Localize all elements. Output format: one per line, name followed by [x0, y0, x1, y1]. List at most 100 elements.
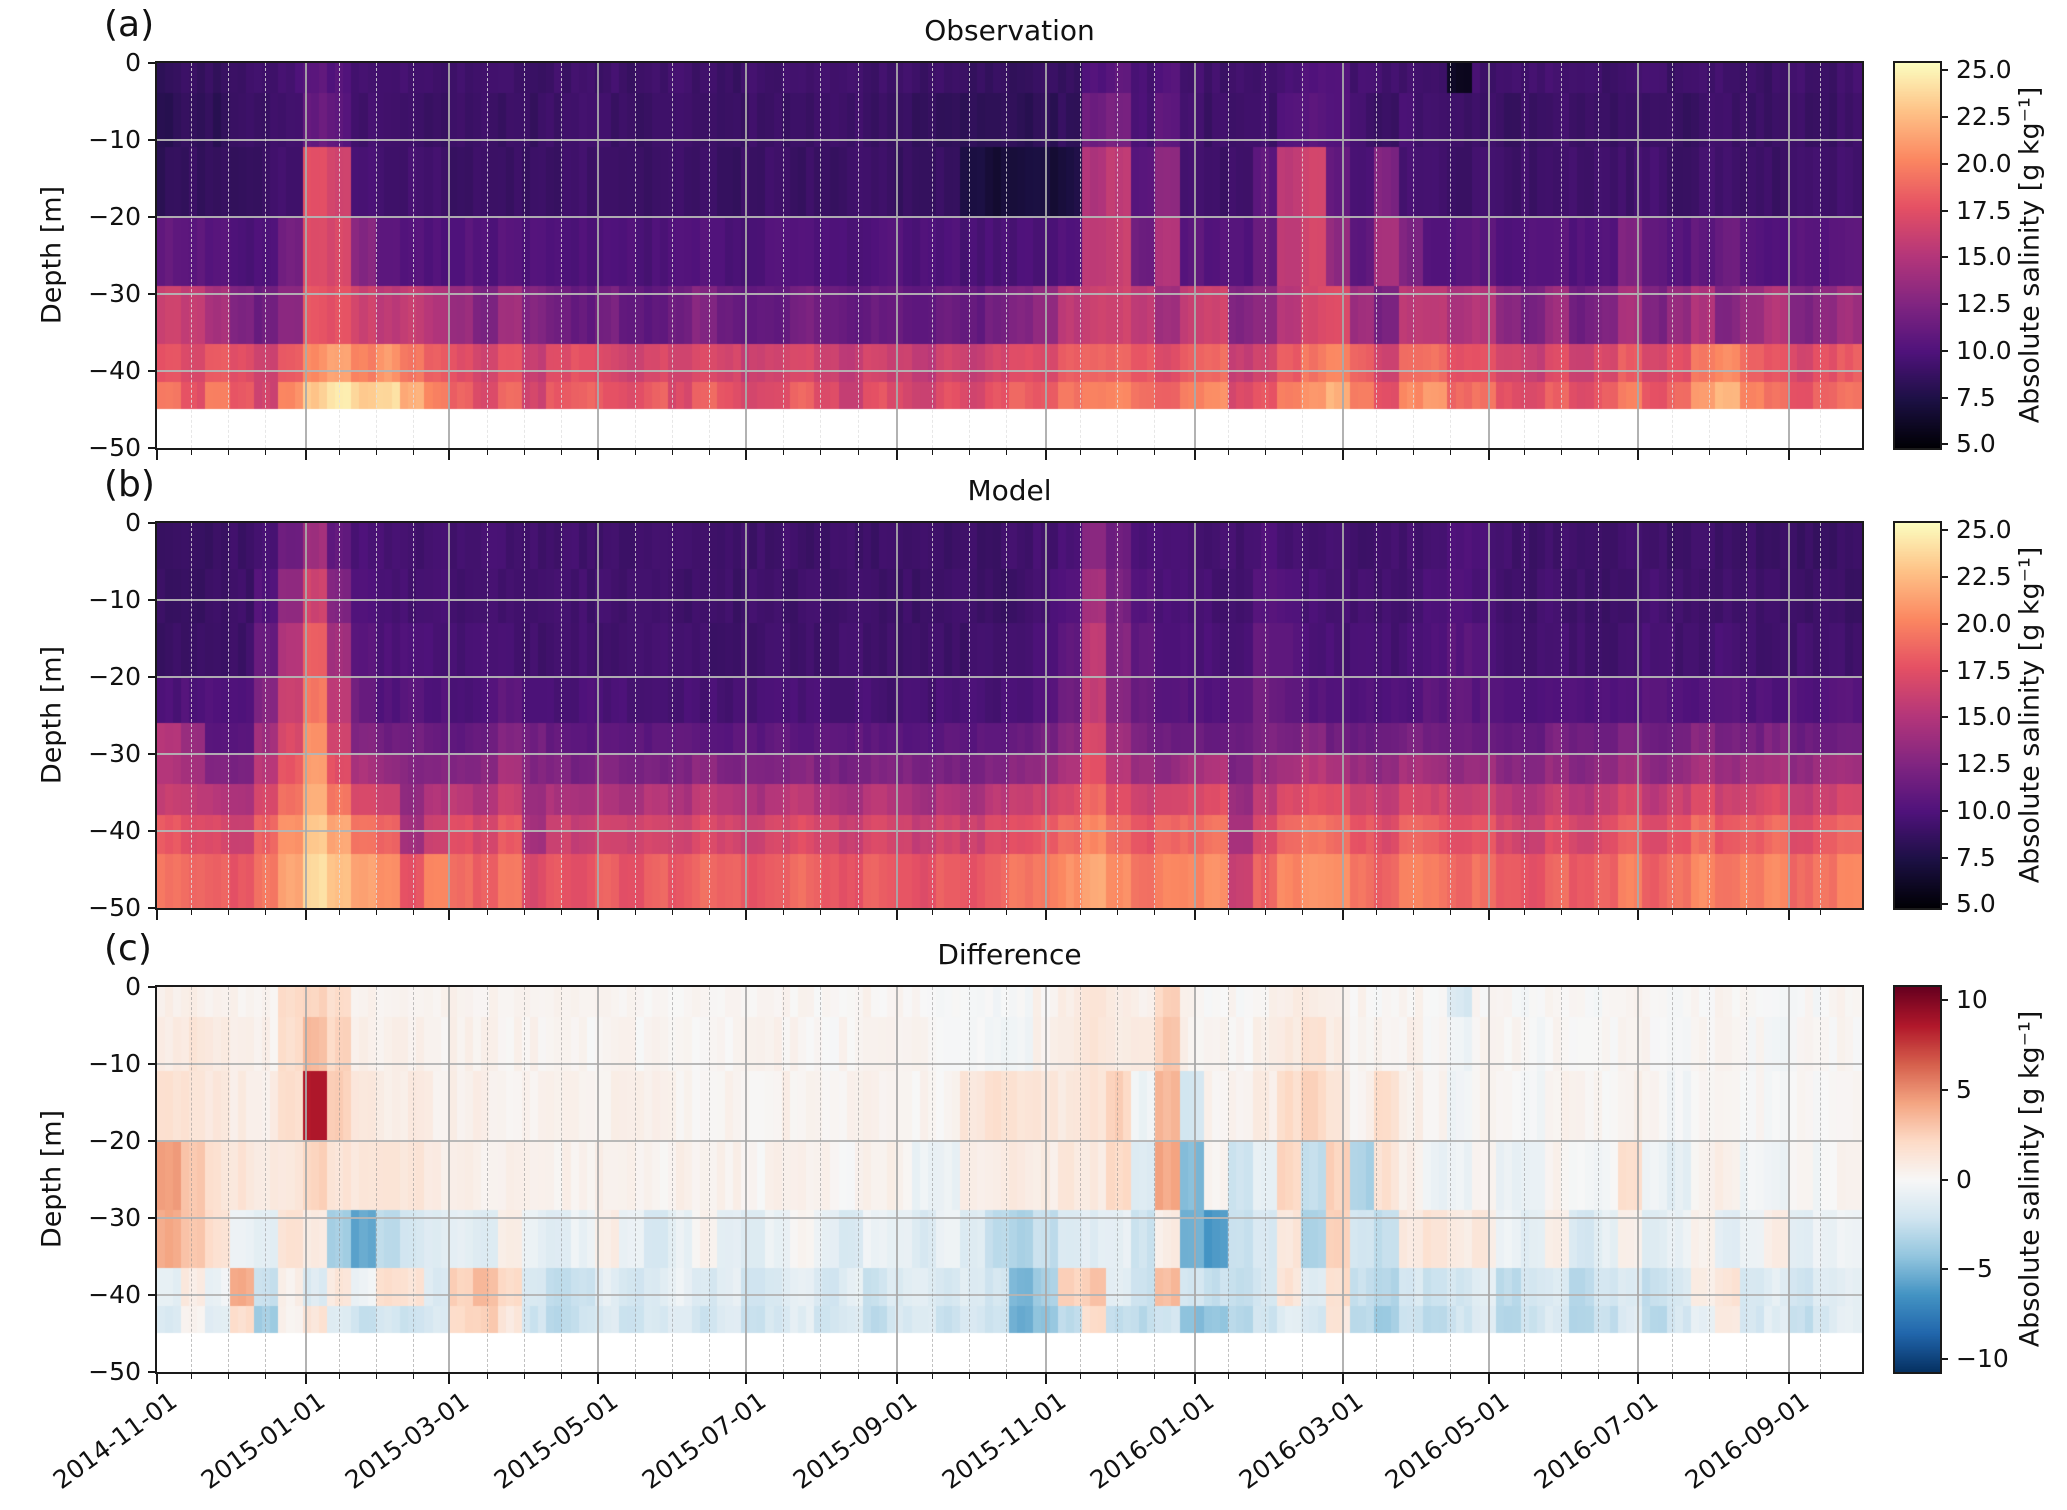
y-axis-tick-label: −30: [88, 1203, 141, 1232]
colorbar-tick-label: 12.5: [1956, 749, 2012, 779]
x-axis-tick: [448, 450, 451, 460]
gridline-vertical-minor: [635, 63, 637, 448]
gridline-vertical-minor: [1264, 987, 1266, 1372]
gridline-vertical-major: [1342, 63, 1345, 448]
gridline-vertical-minor: [561, 523, 563, 908]
x-axis-minor-tick: [1005, 1374, 1007, 1379]
gridline-vertical-minor: [1820, 63, 1822, 448]
colorbar-tick: [1940, 1268, 1948, 1271]
x-axis-tick: [596, 450, 599, 460]
x-axis-minor-tick: [413, 450, 415, 455]
gridline-vertical-major: [1488, 987, 1491, 1372]
colorbar-tick-label: 22.5: [1956, 102, 2012, 132]
x-axis-minor-tick: [265, 1374, 267, 1379]
gridline-vertical-major: [1045, 63, 1048, 448]
x-axis-minor-tick: [1449, 910, 1451, 915]
y-axis-tick: [148, 986, 157, 988]
x-axis-minor-tick: [265, 450, 267, 455]
x-axis-tick: [1342, 1374, 1345, 1384]
x-axis-minor-tick: [857, 1374, 859, 1379]
gridline-vertical-minor: [1412, 63, 1414, 448]
x-axis-tick: [448, 910, 451, 920]
panel-b-title: Model: [967, 474, 1052, 507]
gridline-vertical-minor: [1227, 63, 1229, 448]
panel-c-letter: (c): [104, 928, 152, 969]
x-axis-tick-label: 2016-05-01: [1379, 1386, 1515, 1495]
x-axis-minor-tick: [783, 910, 785, 915]
colorbar-tick-label: 15.0: [1956, 702, 2012, 732]
gridline-vertical-minor: [413, 987, 415, 1372]
gridline-vertical-minor: [1153, 987, 1155, 1372]
x-axis-minor-tick: [968, 450, 970, 455]
x-axis-minor-tick: [1227, 1374, 1229, 1379]
gridline-vertical-major: [896, 63, 899, 448]
x-axis-minor-tick: [1820, 1374, 1822, 1379]
gridline-vertical-minor: [968, 987, 970, 1372]
gridline-vertical-minor: [1709, 63, 1711, 448]
x-axis-minor-tick: [1709, 910, 1711, 915]
colorbar-tick: [1940, 303, 1948, 306]
gridline-horizontal: [157, 1140, 1862, 1142]
x-axis-tick-label: 2014-11-01: [47, 1386, 183, 1495]
gridline-vertical-minor: [709, 987, 711, 1372]
y-axis-tick: [148, 447, 157, 449]
x-axis-tick: [1045, 450, 1048, 460]
panel-b-heatmap: [155, 521, 1864, 910]
gridline-horizontal: [157, 139, 1862, 141]
x-axis-tick: [304, 1374, 307, 1384]
x-axis-minor-tick: [1523, 910, 1525, 915]
gridline-vertical-major: [448, 63, 451, 448]
x-axis-tick: [1193, 450, 1196, 460]
gridline-vertical-minor: [191, 523, 193, 908]
colorbar-tick-label: 22.5: [1956, 562, 2012, 592]
colorbar-tick: [1940, 256, 1948, 259]
y-axis-tick: [148, 216, 157, 218]
gridline-vertical-major: [596, 63, 599, 448]
gridline-vertical-major: [1045, 987, 1048, 1372]
x-axis-minor-tick: [820, 450, 822, 455]
gridline-vertical-minor: [524, 987, 526, 1372]
gridline-vertical-minor: [1301, 63, 1303, 448]
gridline-vertical-major: [1045, 523, 1048, 908]
x-axis-tick: [304, 910, 307, 920]
colorbar-tick-label: 15.0: [1956, 242, 2012, 272]
gridline-vertical-minor: [1116, 523, 1118, 908]
x-axis-tick-label: 2015-09-01: [787, 1386, 923, 1495]
gridline-vertical-minor: [265, 523, 267, 908]
x-axis-minor-tick: [413, 1374, 415, 1379]
gridline-vertical-minor: [1449, 987, 1451, 1372]
gridline-vertical-minor: [376, 523, 378, 908]
x-axis-minor-tick: [635, 910, 637, 915]
gridline-vertical-minor: [524, 523, 526, 908]
x-axis-tick: [1488, 450, 1491, 460]
y-axis-tick: [148, 522, 157, 524]
gridline-vertical-major: [1342, 523, 1345, 908]
x-axis-minor-tick: [1227, 910, 1229, 915]
gridline-vertical-minor: [1375, 987, 1377, 1372]
gridline-horizontal: [157, 599, 1862, 601]
gridline-vertical-major: [596, 523, 599, 908]
gridline-horizontal: [157, 1217, 1862, 1219]
x-axis-minor-tick: [931, 1374, 933, 1379]
gridline-vertical-minor: [1412, 523, 1414, 908]
gridline-vertical-minor: [228, 63, 230, 448]
x-axis-tick: [896, 1374, 899, 1384]
y-axis-tick: [148, 293, 157, 295]
panel-b-letter: (b): [104, 464, 155, 505]
x-axis-minor-tick: [487, 910, 489, 915]
x-axis-tick: [1193, 1374, 1196, 1384]
gridline-vertical-minor: [228, 987, 230, 1372]
panel-b-colorbar: [1893, 521, 1942, 910]
gridline-horizontal: [157, 676, 1862, 678]
gridline-vertical-minor: [857, 987, 859, 1372]
x-axis-tick: [156, 1374, 158, 1384]
gridline-vertical-major: [745, 987, 748, 1372]
y-axis-tick-label: −40: [88, 356, 141, 385]
x-axis-minor-tick: [228, 1374, 230, 1379]
x-axis-tick: [1787, 450, 1790, 460]
x-axis-minor-tick: [376, 910, 378, 915]
colorbar-tick: [1940, 809, 1948, 812]
gridline-vertical-major: [304, 523, 307, 908]
panel-a-letter: (a): [104, 4, 155, 45]
y-axis-tick: [148, 1371, 157, 1373]
